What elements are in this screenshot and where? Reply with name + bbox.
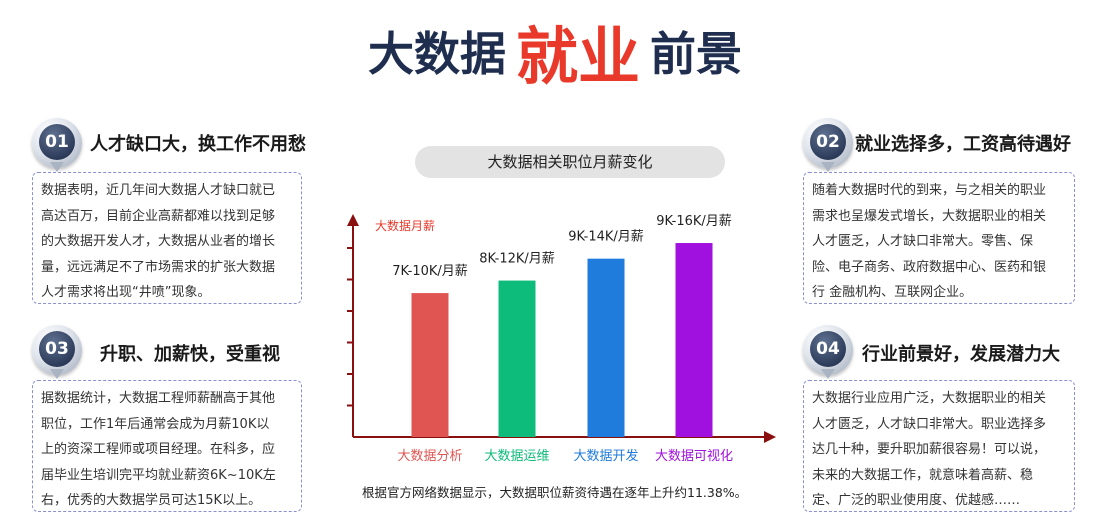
page-title: 大数据 就业 前景 xyxy=(0,6,1110,96)
text-line: 大数据行业应用广泛，大数据职业的相关 xyxy=(812,391,1047,406)
text-line: 的大数据开发人才，大数据从业者的增长 xyxy=(41,234,276,249)
section-heading-02: 就业选择多，工资高待遇好 xyxy=(855,134,1071,155)
section-heading-04: 行业前景好，发展潜力大 xyxy=(862,344,1060,365)
y-axis-label: 大数据月薪 xyxy=(375,218,435,233)
section-heading-03: 升职、加薪快，受重视 xyxy=(100,344,280,365)
bar-value-label-2: 8K-12K/月薪 xyxy=(479,252,555,267)
text-line: 险、电子商务、政府数据中心、医药和银 xyxy=(812,259,1047,275)
text-line: 需求也呈爆发式增长，大数据职业的相关 xyxy=(812,208,1047,224)
text-line: 达几十种，要升职加薪很容易！可以说， xyxy=(812,442,1047,457)
y-axis-arrow xyxy=(347,214,359,226)
text-line: 右，优秀的大数据学员可达15K以上。 xyxy=(41,493,262,508)
text-line: 人才匮乏，人才缺口非常大。职业选择多 xyxy=(812,416,1047,432)
section-text-box-04: 大数据行业应用广泛，大数据职业的相关 人才匮乏，人才缺口非常大。职业选择多 达几… xyxy=(803,380,1075,512)
number-badge-02: 02 xyxy=(803,118,853,172)
section-heading-01: 人才缺口大，换工作不用愁 xyxy=(90,134,306,155)
bar-4 xyxy=(675,243,713,437)
title-part-1: 大数据 xyxy=(367,27,506,81)
text-line: 人才需求将出现“井喷”现象。 xyxy=(41,285,211,300)
bar-value-label-1: 7K-10K/月薪 xyxy=(392,264,468,279)
number-badge-04: 04 xyxy=(803,325,853,379)
chart-caption: 根据官方网络数据显示，大数据职位薪资待遇在逐年上升约11.38%。 xyxy=(362,485,748,500)
category-label-3: 大数据开发 xyxy=(573,448,638,464)
badge-number: 03 xyxy=(39,331,75,367)
bar-1 xyxy=(411,293,449,437)
text-line: 上的资深工程师或项目经理。在科多，应 xyxy=(41,442,276,457)
category-label-1: 大数据分析 xyxy=(397,449,462,464)
text-line: 人才匮乏，人才缺口非常大。零售、保 xyxy=(812,234,1034,249)
text-line: 定、广泛的职业使用度、优越感…… xyxy=(812,493,1021,508)
category-label-2: 大数据运维 xyxy=(484,449,549,464)
number-badge-03: 03 xyxy=(32,325,82,379)
bar-value-label-3: 9K-14K/月薪 xyxy=(568,230,644,245)
text-line: 高达百万，目前企业高薪都难以找到足够 xyxy=(41,208,276,224)
badge-number: 04 xyxy=(810,331,846,367)
text-line: 职位，工作1年后通常会成为月薪10K以 xyxy=(41,416,270,432)
text-line: 随着大数据时代的到来，与之相关的职业 xyxy=(812,183,1047,198)
badge-number: 01 xyxy=(39,124,75,160)
section-text-box-03: 据数据统计，大数据工程师薪酬高于其他 职位，工作1年后通常会成为月薪10K以 上… xyxy=(32,380,302,512)
bar-value-label-4: 9K-16K/月薪 xyxy=(656,214,732,229)
bar-3 xyxy=(587,258,625,437)
category-label-4: 大数据可视化 xyxy=(655,449,733,464)
title-part-2: 就业 xyxy=(515,20,640,93)
text-line: 据数据统计，大数据工程师薪酬高于其他 xyxy=(41,391,276,406)
text-line: 数据表明，近几年间大数据人才缺口就已 xyxy=(41,183,276,198)
text-line: 行 金融机构、互联网企业。 xyxy=(812,285,973,300)
text-line: 量，远远满足不了市场需求的扩张大数据 xyxy=(41,259,276,275)
number-badge-01: 01 xyxy=(32,118,82,172)
section-text-box-02: 随着大数据时代的到来，与之相关的职业 需求也呈爆发式增长，大数据职业的相关 人才… xyxy=(803,172,1075,304)
chart-title: 大数据相关职位月薪变化 xyxy=(415,146,725,178)
section-text-box-01: 数据表明，近几年间大数据人才缺口就已 高达百万，目前企业高薪都难以找到足够 的大… xyxy=(32,172,302,304)
title-part-3: 前景 xyxy=(650,27,742,81)
bar-2 xyxy=(498,280,536,437)
text-line: 届毕业生培训完平均就业薪资6K~10K左 xyxy=(41,467,276,483)
x-axis-arrow xyxy=(764,431,776,443)
text-line: 未来的大数据工作，就意味着高薪、稳 xyxy=(812,467,1034,483)
badge-number: 02 xyxy=(810,124,846,160)
